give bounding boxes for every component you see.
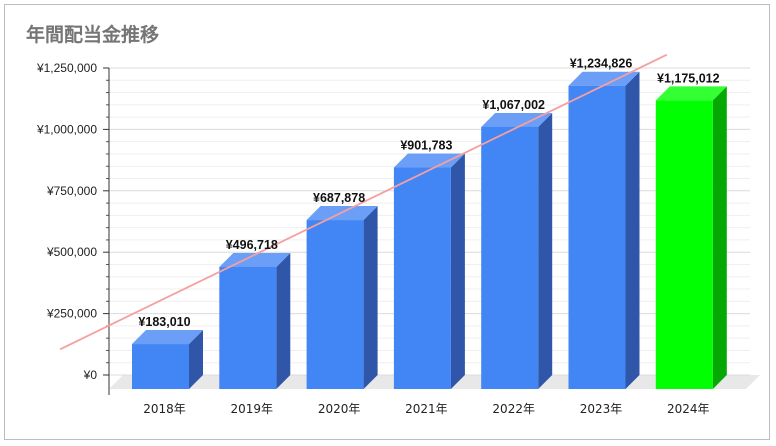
bar-side [538, 112, 553, 389]
x-tick-label: 2018年 [143, 402, 186, 416]
bar-front [655, 100, 713, 389]
y-tick-label: ¥0 [83, 368, 98, 382]
data-label: ¥1,234,826 [570, 57, 633, 71]
bar-top [568, 71, 640, 86]
chart-title: 年間配当金推移 [26, 24, 160, 46]
bar [568, 71, 640, 389]
data-label: ¥1,067,002 [482, 98, 545, 112]
bar-front [393, 167, 451, 389]
bar-top [481, 112, 553, 127]
x-tick-label: 2020年 [318, 402, 361, 416]
bar [393, 153, 465, 389]
bar [219, 253, 291, 389]
bars [132, 71, 727, 389]
x-tick-label: 2019年 [231, 402, 274, 416]
x-tick-label: 2021年 [405, 402, 448, 416]
y-axis: ¥0 ¥250,000 ¥500,000 ¥750,000 ¥1,000,000 ¥1,2… [36, 61, 110, 395]
y-tick-label: ¥250,000 [46, 307, 97, 321]
data-label: ¥901,783 [400, 139, 452, 153]
x-axis-labels: 2018年 2019年 2020年 2021年 2022年 2023年 2024年 [143, 402, 709, 416]
y-tick-label: ¥500,000 [46, 245, 97, 259]
bar-side [712, 86, 727, 389]
x-tick-label: 2023年 [580, 402, 623, 416]
bar [655, 86, 727, 389]
x-tick-label: 2022年 [492, 402, 535, 416]
bar-side [276, 253, 291, 389]
x-tick-label: 2024年 [667, 402, 710, 416]
bar-top [132, 330, 203, 345]
bar-front [219, 267, 277, 389]
bar-front [306, 220, 364, 389]
y-tick-label: ¥750,000 [46, 184, 97, 198]
chart-frame [4, 4, 770, 440]
data-label: ¥496,718 [226, 238, 278, 252]
data-label: ¥183,010 [138, 315, 190, 329]
bar [481, 112, 553, 389]
y-tick-label: ¥1,250,000 [36, 61, 97, 75]
bar [306, 206, 378, 389]
bar-side [450, 153, 465, 389]
bar-front [481, 126, 539, 389]
bar-top [393, 153, 465, 168]
bar-front [132, 344, 189, 389]
data-labels: ¥183,010 ¥496,718 ¥687,878 ¥901,783 ¥1,067,0… [138, 57, 719, 329]
data-label: ¥687,878 [313, 191, 365, 205]
bar-side [363, 206, 378, 389]
trend-line [59, 53, 668, 351]
bar [132, 330, 203, 389]
bar-front [568, 85, 626, 389]
y-tick-label: ¥1,000,000 [36, 122, 97, 136]
data-label: ¥1,175,012 [657, 71, 720, 85]
trendline [59, 53, 668, 351]
bar-side [189, 330, 203, 389]
bar-top [655, 86, 727, 101]
bar-side [625, 71, 640, 389]
